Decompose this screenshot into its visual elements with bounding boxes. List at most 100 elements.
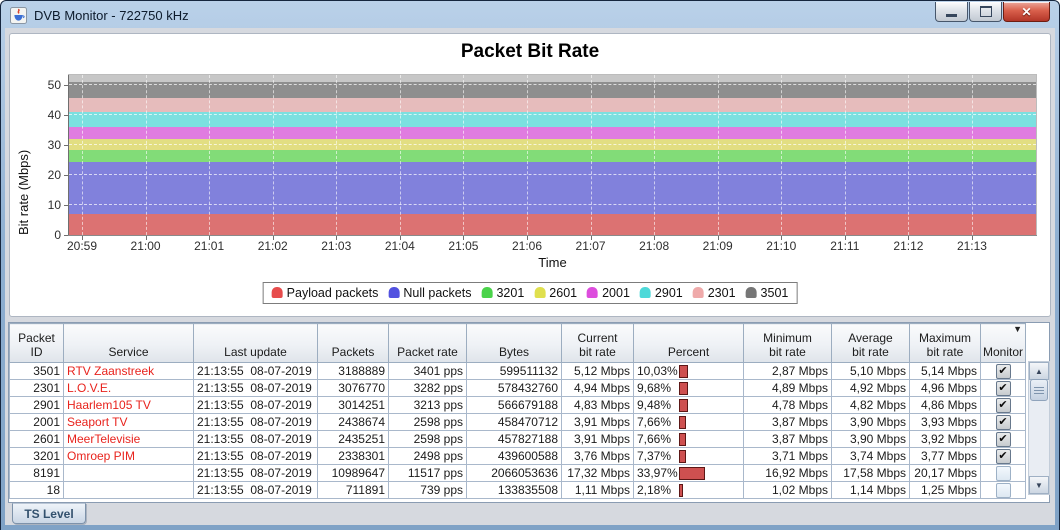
column-header-packets[interactable]: Packets <box>317 323 389 363</box>
cell-packet_id: 2301 <box>9 379 64 397</box>
legend-item: 3201 <box>481 286 524 300</box>
column-header-packet_rate[interactable]: Packet rate <box>388 323 467 363</box>
monitor-checkbox[interactable]: ✔ <box>995 448 1011 464</box>
cell-packets: 2438674 <box>317 413 389 431</box>
cell-packets: 2338301 <box>317 447 389 465</box>
monitor-checkbox[interactable]: ✔ <box>995 363 1011 379</box>
cell-bytes: 439600588 <box>466 447 562 465</box>
v-gridline <box>399 75 401 235</box>
legend-item: 2601 <box>534 286 577 300</box>
percent-bar <box>679 382 688 395</box>
column-header-avg[interactable]: Average bit rate <box>831 323 910 363</box>
cell-service: Haarlem105 TV <box>63 396 194 414</box>
percent-bar <box>679 467 705 480</box>
column-header-max[interactable]: Maximum bit rate <box>909 323 981 363</box>
cell-last_update: 21:13:55 08-07-2019 <box>193 430 318 448</box>
percent-bar <box>679 484 683 497</box>
column-header-last_update[interactable]: Last update <box>193 323 318 363</box>
percent-value: 9,68% <box>637 381 672 395</box>
maximize-button[interactable] <box>969 2 1002 22</box>
column-header-service[interactable]: Service <box>63 323 194 363</box>
cell-bytes: 133835508 <box>466 481 562 499</box>
table-row[interactable]: 2601 MeerTelevisie 21:13:55 08-07-2019 2435… <box>9 430 1026 448</box>
cell-packet_rate: 2498 pps <box>388 447 467 465</box>
cell-service: Omroep PIM <box>63 447 194 465</box>
legend-swatch-icon <box>692 287 704 298</box>
legend-label: Null packets <box>403 286 472 300</box>
column-header-packet_id[interactable]: Packet ID <box>9 323 64 363</box>
v-gridline <box>336 75 338 235</box>
cell-min: 4,78 Mbps <box>743 396 832 414</box>
cell-current: 17,32 Mbps <box>561 464 634 482</box>
y-tick-label: 20 <box>47 167 61 182</box>
scrollbar-track[interactable]: ▲ ▼ <box>1028 361 1050 495</box>
cell-monitor: ✔ <box>980 447 1026 465</box>
column-header-percent[interactable]: Percent <box>633 323 744 363</box>
table-row[interactable]: 2001 Seaport TV 21:13:55 08-07-2019 2438674… <box>9 413 1026 431</box>
table-row[interactable]: 2901 Haarlem105 TV 21:13:55 08-07-2019 3014… <box>9 396 1026 414</box>
cell-monitor: ✔ <box>980 413 1026 431</box>
legend-swatch-icon <box>587 287 599 298</box>
x-tick-label: 21:06 <box>511 239 542 253</box>
monitor-checkbox[interactable] <box>995 465 1011 481</box>
close-button[interactable]: ✕ <box>1003 2 1050 22</box>
cell-max: 20,17 Mbps <box>909 464 981 482</box>
x-tick-label: 21:05 <box>448 239 479 253</box>
legend-swatch-icon <box>271 287 283 298</box>
x-tick-mark <box>209 236 211 240</box>
x-tick-mark <box>844 236 846 240</box>
cell-percent: 9,48% <box>633 396 744 414</box>
column-header-current[interactable]: Current bit rate <box>561 323 634 363</box>
cell-avg: 17,58 Mbps <box>831 464 910 482</box>
tab-ts-level[interactable]: TS Level <box>12 503 86 524</box>
column-header-monitor[interactable]: Monitor ▼ <box>980 323 1026 363</box>
cell-max: 4,86 Mbps <box>909 396 981 414</box>
table-row[interactable]: 8191 21:13:55 08-07-2019 10989647 11517 pps… <box>9 464 1026 482</box>
x-tick-mark <box>654 236 656 240</box>
scroll-down-button[interactable]: ▼ <box>1029 476 1049 494</box>
y-tick-label: 30 <box>47 137 61 152</box>
chart-plot[interactable] <box>68 74 1037 236</box>
cell-service <box>63 464 194 482</box>
cell-min: 3,71 Mbps <box>743 447 832 465</box>
monitor-checkbox[interactable] <box>995 482 1011 498</box>
cell-current: 4,94 Mbps <box>561 379 634 397</box>
sort-descending-icon[interactable]: ▼ <box>1013 324 1022 335</box>
minimize-button[interactable] <box>935 2 968 22</box>
packet-table: Packet ID Service Last update Packets Packet… <box>9 323 1026 499</box>
scrollbar-thumb[interactable] <box>1030 379 1048 401</box>
x-tick-label: 21:01 <box>194 239 225 253</box>
x-tick-mark <box>399 236 401 240</box>
legend-swatch-icon <box>745 287 757 298</box>
table-row[interactable]: 18 21:13:55 08-07-2019 711891 739 pps 133835… <box>9 481 1026 499</box>
monitor-checkbox[interactable]: ✔ <box>995 380 1011 396</box>
x-tick-mark <box>908 236 910 240</box>
table-row[interactable]: 3501 RTV Zaanstreek 21:13:55 08-07-2019 318… <box>9 362 1026 380</box>
y-tick-mark <box>64 235 68 236</box>
cell-avg: 5,10 Mbps <box>831 362 910 380</box>
monitor-checkbox[interactable]: ✔ <box>995 397 1011 413</box>
cell-avg: 4,92 Mbps <box>831 379 910 397</box>
cell-max: 3,77 Mbps <box>909 447 981 465</box>
chart-title: Packet Bit Rate <box>460 41 600 62</box>
table-row[interactable]: 3201 Omroep PIM 21:13:55 08-07-2019 2338301… <box>9 447 1026 465</box>
column-header-min[interactable]: Minimum bit rate <box>743 323 832 363</box>
x-tick-label: 21:07 <box>575 239 606 253</box>
monitor-checkbox[interactable]: ✔ <box>995 431 1011 447</box>
cell-packet_rate: 11517 pps <box>388 464 467 482</box>
x-tick-mark <box>336 236 338 240</box>
scroll-up-button[interactable]: ▲ <box>1029 362 1049 380</box>
column-header-bytes[interactable]: Bytes <box>466 323 562 363</box>
table-header-row: Packet ID Service Last update Packets Packet… <box>9 323 1026 363</box>
percent-bar <box>679 433 686 446</box>
cell-packet_id: 2001 <box>9 413 64 431</box>
legend-label: 2001 <box>602 286 630 300</box>
titlebar[interactable]: DVB Monitor - 722750 kHz ✕ <box>2 2 1058 28</box>
y-tick-mark <box>64 84 68 86</box>
cell-last_update: 21:13:55 08-07-2019 <box>193 447 318 465</box>
cell-avg: 3,74 Mbps <box>831 447 910 465</box>
table-row[interactable]: 2301 L.O.V.E. 21:13:55 08-07-2019 3076770 32… <box>9 379 1026 397</box>
cell-monitor: ✔ <box>980 362 1026 380</box>
cell-last_update: 21:13:55 08-07-2019 <box>193 481 318 499</box>
monitor-checkbox[interactable]: ✔ <box>995 414 1011 430</box>
